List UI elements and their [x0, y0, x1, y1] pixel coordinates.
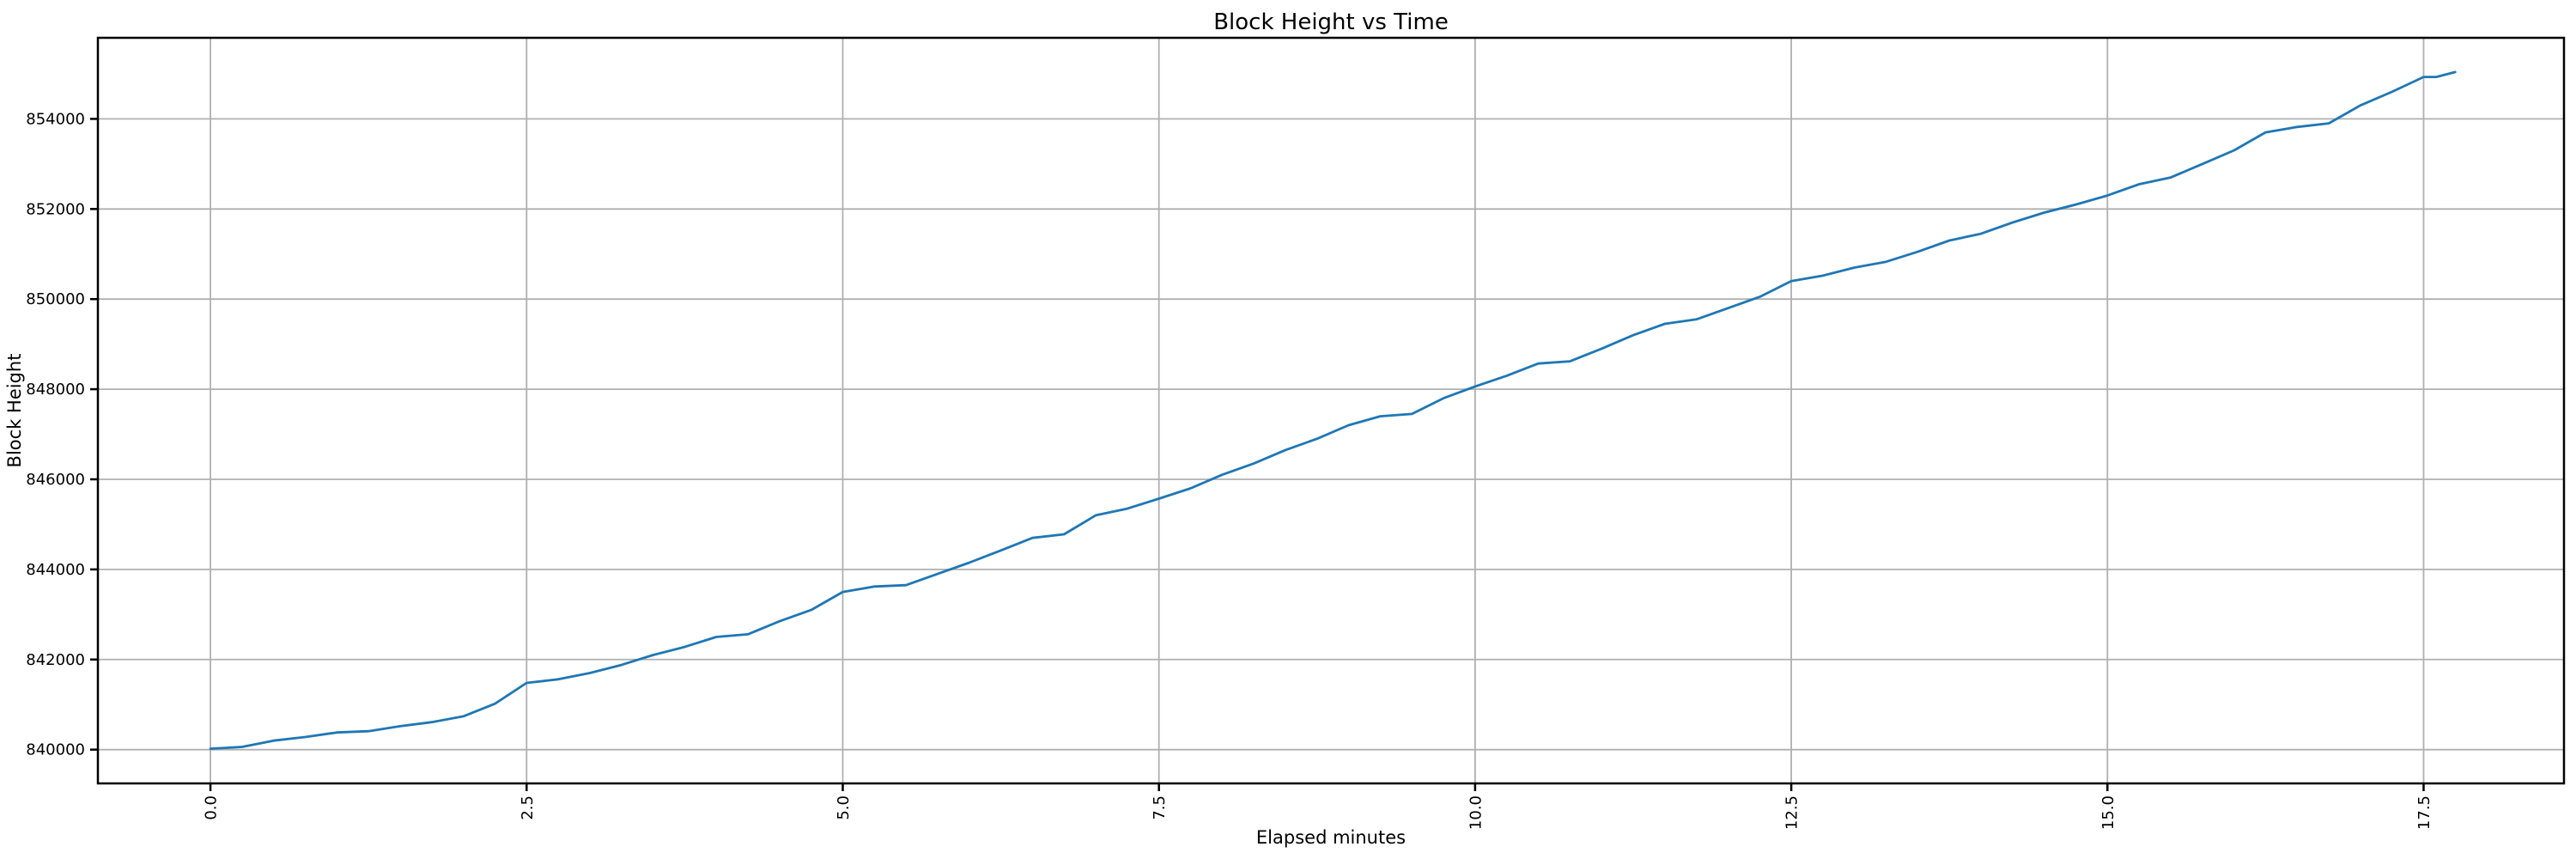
y-tick-label: 848000 [26, 381, 85, 399]
x-tick-label: 5.0 [835, 795, 853, 820]
x-tick-label: 2.5 [519, 795, 537, 820]
y-tick-label: 844000 [26, 561, 85, 579]
y-tick-label: 850000 [26, 290, 85, 308]
y-tick-label: 852000 [26, 200, 85, 218]
x-tick-label: 17.5 [2415, 795, 2433, 830]
y-tick-labels: 840000 842000 844000 846000 848000 850000 8520… [26, 110, 85, 758]
y-tick-label: 842000 [26, 651, 85, 669]
series-group [209, 70, 2457, 750]
x-tick-label: 0.0 [203, 795, 221, 820]
x-tick-labels: 0.0 2.5 5.0 7.5 10.0 12.5 15.0 17.5 [203, 795, 2433, 830]
x-axis-label: Elapsed minutes [1256, 827, 1406, 848]
x-tick-label: 12.5 [1783, 795, 1801, 830]
x-tick-label: 10.0 [1467, 795, 1485, 830]
y-tick-label: 846000 [26, 471, 85, 489]
y-tick-label: 840000 [26, 741, 85, 759]
y-tick-label: 854000 [26, 110, 85, 128]
axis-ticks [90, 118, 2425, 791]
y-axis-label: Block Height [4, 354, 25, 468]
chart-title: Block Height vs Time [1213, 9, 1449, 35]
x-tick-label: 15.0 [2099, 795, 2117, 830]
grid-lines [98, 38, 2564, 783]
axes-spines [96, 36, 2566, 785]
plot-area [98, 38, 2564, 783]
series-line [209, 70, 2457, 750]
x-tick-label: 7.5 [1151, 795, 1169, 820]
